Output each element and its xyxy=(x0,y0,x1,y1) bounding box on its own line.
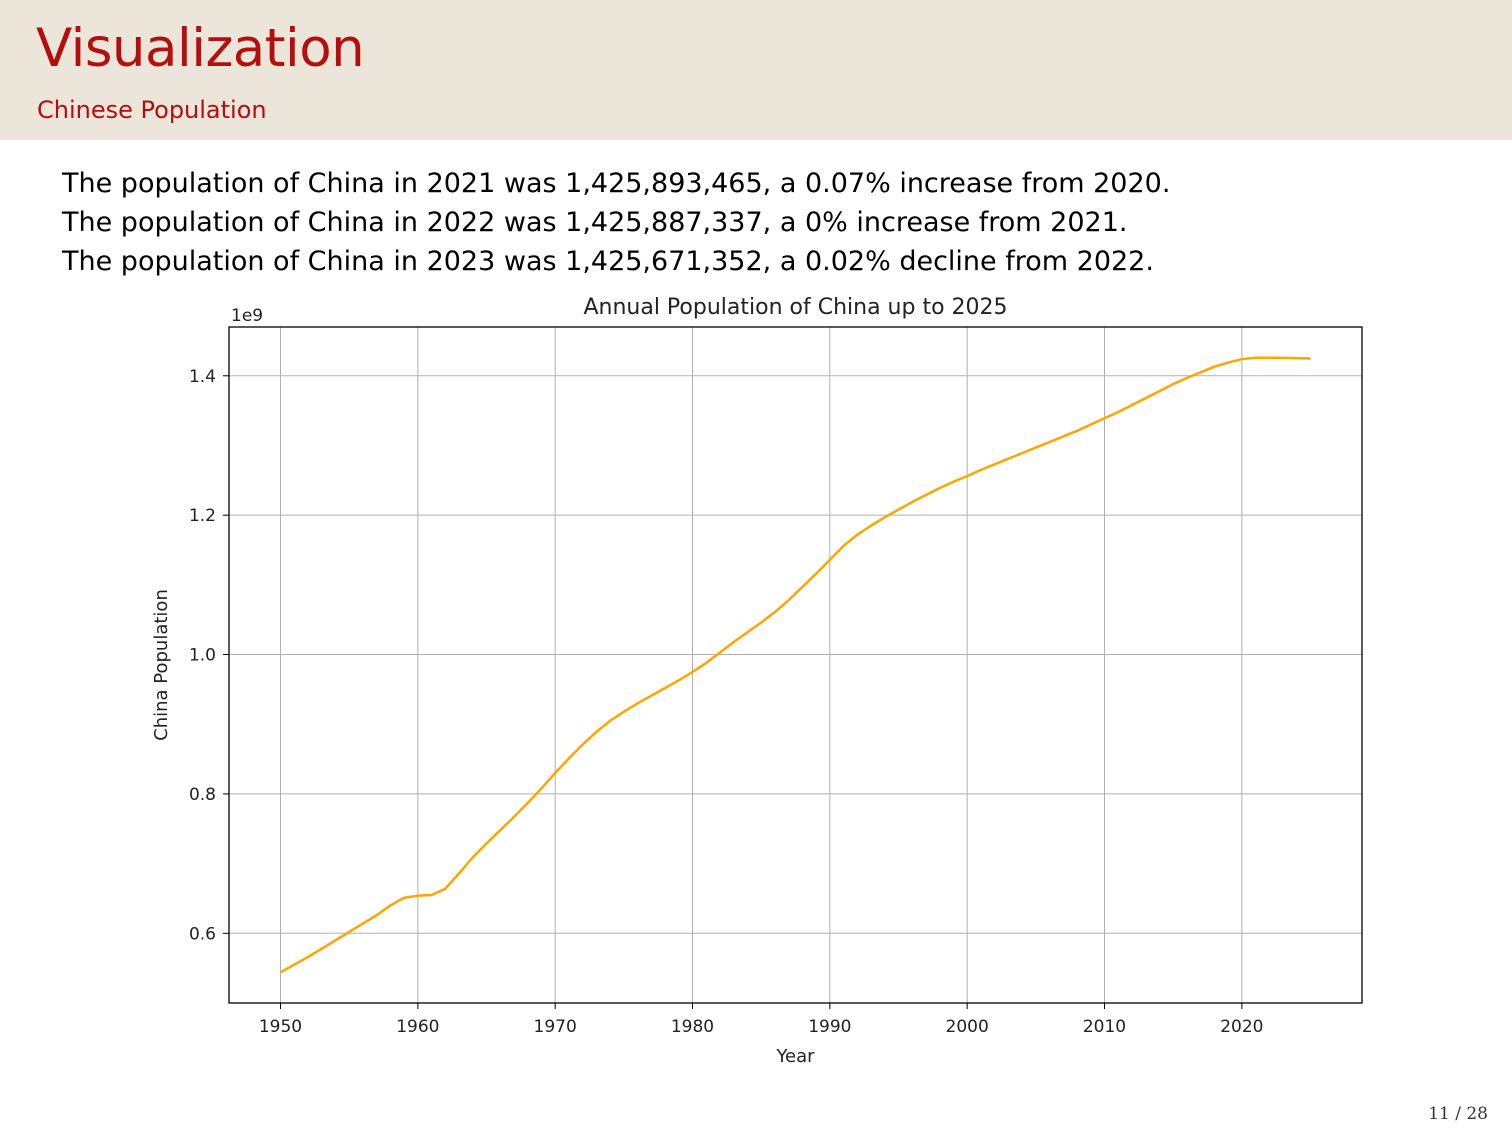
x-tick-label: 2020 xyxy=(1220,1017,1263,1037)
x-tick-label: 2000 xyxy=(946,1017,989,1037)
text-line: The population of China in 2022 was 1,42… xyxy=(62,207,1128,238)
y-tick-label: 1.0 xyxy=(189,646,216,666)
page-number: 11 / 28 xyxy=(1428,1104,1488,1124)
text-line: The population of China in 2021 was 1,42… xyxy=(62,168,1171,199)
x-tick-label: 1980 xyxy=(671,1017,714,1037)
x-tick-label: 1970 xyxy=(534,1017,577,1037)
y-tick-label: 0.8 xyxy=(189,785,216,805)
body-text: The population of China in 2021 was 1,42… xyxy=(62,164,1462,281)
x-tick-label: 1990 xyxy=(808,1017,851,1037)
x-tick-label: 1950 xyxy=(259,1017,302,1037)
x-axis-label: Year xyxy=(775,1046,815,1067)
slide-subtitle: Chinese Population xyxy=(37,96,267,124)
y-tick-label: 1.4 xyxy=(189,367,216,387)
x-tick-label: 2010 xyxy=(1083,1017,1126,1037)
y-tick-label: 0.6 xyxy=(189,924,216,944)
population-series-line xyxy=(279,356,1311,974)
y-axis-label: China Population xyxy=(151,589,172,741)
slide-title: Visualization xyxy=(36,18,365,79)
y-offset-label: 1e9 xyxy=(231,306,263,326)
chart-title: Annual Population of China up to 2025 xyxy=(583,295,1007,320)
x-tick-label: 1960 xyxy=(396,1017,439,1037)
plot-frame xyxy=(228,326,1363,1004)
slide-header: Visualization Chinese Population xyxy=(0,0,1512,140)
text-line: The population of China in 2023 was 1,42… xyxy=(62,246,1154,277)
y-tick-label: 1.2 xyxy=(189,506,216,526)
